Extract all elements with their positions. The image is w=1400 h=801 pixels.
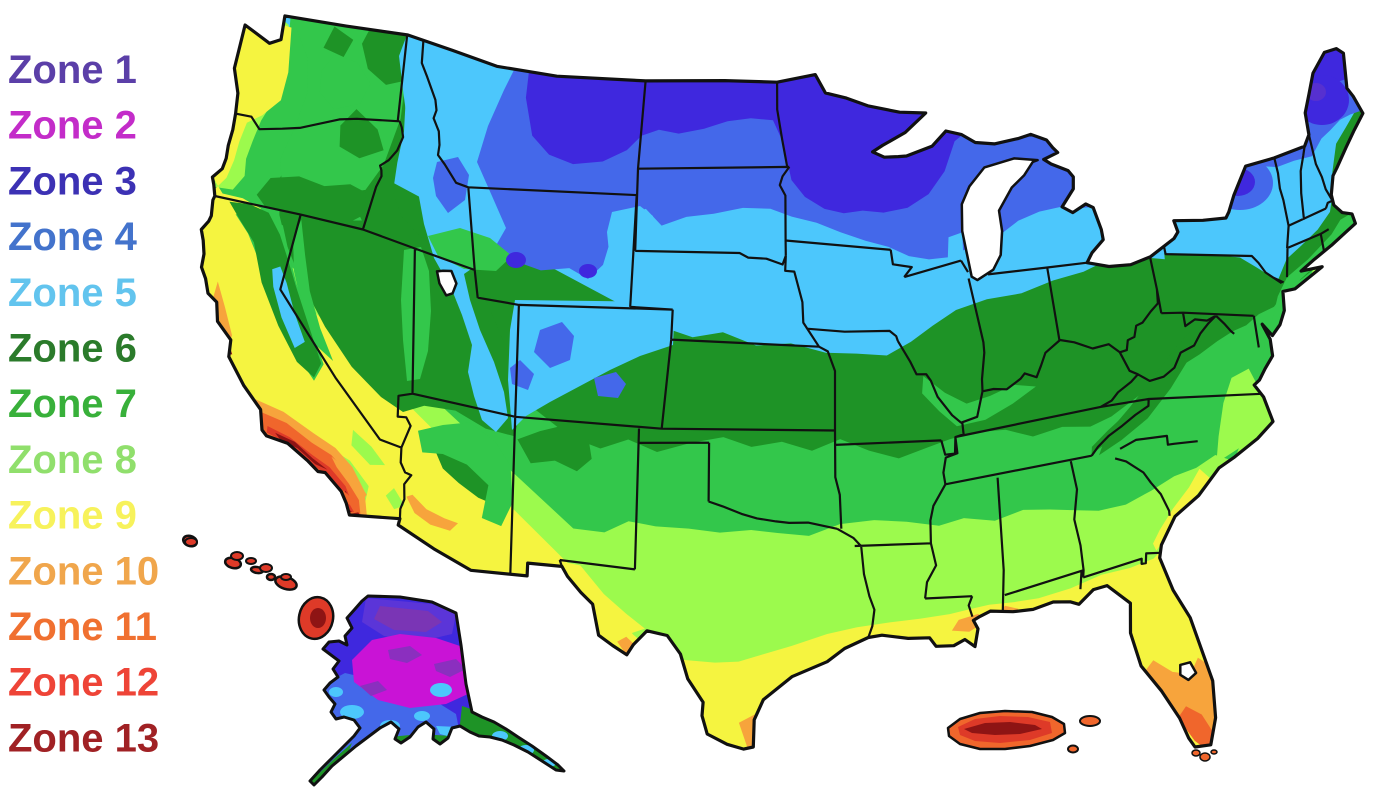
- svg-text:Zone 4: Zone 4: [8, 215, 138, 259]
- svg-text:Zone 8: Zone 8: [8, 438, 137, 482]
- svg-text:Zone 11: Zone 11: [8, 605, 157, 649]
- svg-text:Zone 12: Zone 12: [8, 661, 159, 705]
- svg-text:Zone 7: Zone 7: [8, 382, 137, 426]
- svg-text:Zone 5: Zone 5: [8, 271, 137, 315]
- svg-text:Zone 1: Zone 1: [8, 48, 137, 92]
- svg-text:Zone 13: Zone 13: [8, 716, 159, 760]
- svg-text:Zone 3: Zone 3: [8, 159, 137, 203]
- svg-text:Zone 9: Zone 9: [8, 494, 137, 538]
- svg-text:Zone 2: Zone 2: [8, 104, 137, 148]
- svg-text:Zone 6: Zone 6: [8, 327, 137, 371]
- svg-text:Zone 10: Zone 10: [8, 549, 159, 593]
